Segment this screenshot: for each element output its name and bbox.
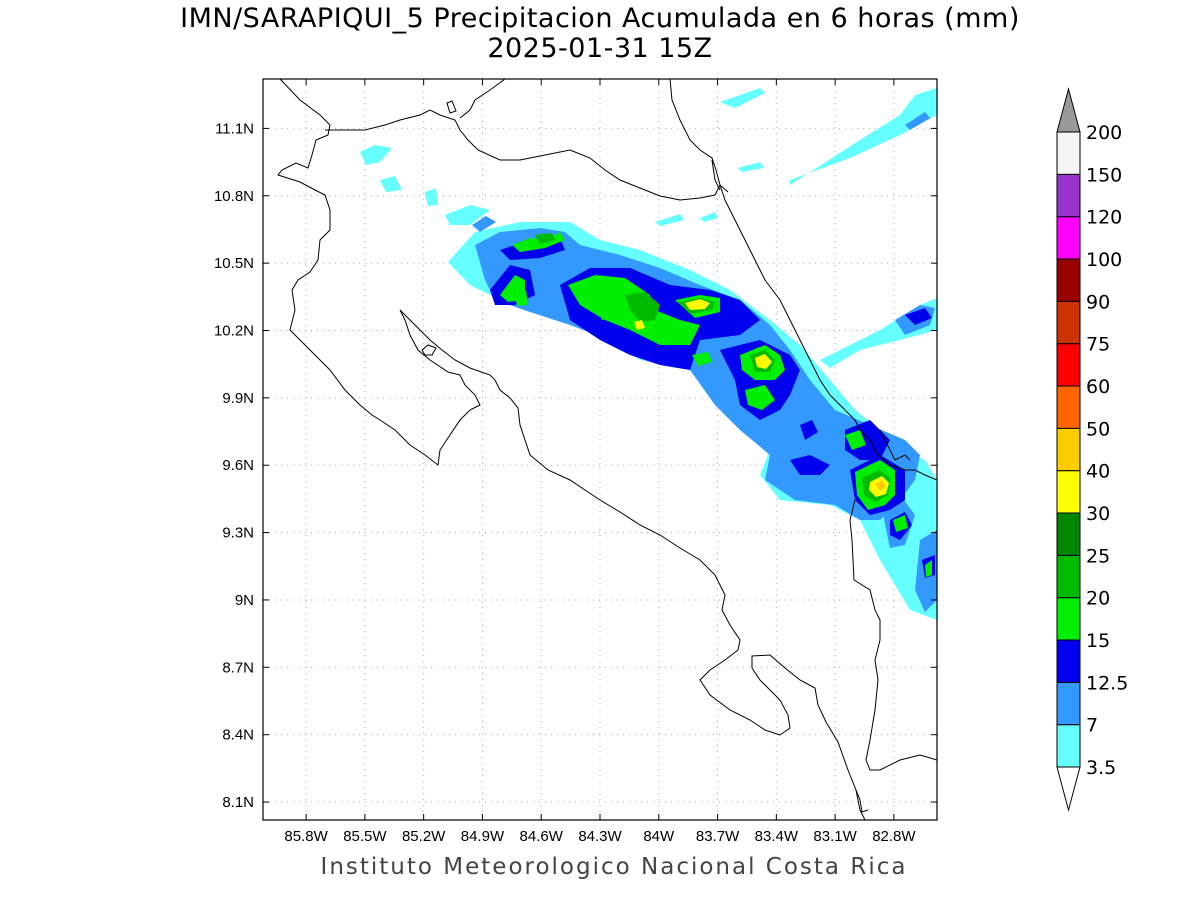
lon-tick-label: 85.8W (284, 828, 328, 845)
lat-tick-label: 9.3N (222, 525, 254, 542)
colorbar-swatch (1056, 385, 1081, 429)
lon-tick-label: 85.2W (402, 828, 446, 845)
colorbar-swatch (1056, 258, 1081, 302)
colorbar-min-arrow (1056, 766, 1081, 812)
colorbar-swatch (1056, 554, 1081, 599)
lat-tick-label: 9N (235, 592, 254, 609)
lat-tick-label: 11.1N (215, 120, 254, 137)
colorbar-label: 50 (1086, 418, 1110, 440)
colorbar-max-arrow (1056, 87, 1081, 133)
colorbar-swatch (1056, 300, 1081, 345)
colorbar-label: 90 (1086, 291, 1110, 313)
colorbar-label: 20 (1086, 588, 1110, 610)
lat-tick-label: 9.6N (222, 457, 254, 474)
colorbar-label: 3.5 (1086, 757, 1116, 779)
lat-tick-label: 10.2N (214, 322, 254, 339)
colorbar-swatch (1056, 131, 1081, 175)
colorbar-label: 12.5 (1086, 672, 1128, 694)
lat-tick-label: 8.1N (222, 794, 254, 811)
lon-tick-label: 84.9W (461, 828, 505, 845)
lat-tick-label: 10.5N (214, 255, 254, 272)
lon-tick-label: 84W (643, 828, 675, 845)
colorbar-swatch (1056, 681, 1081, 726)
lon-axis: 85.8W 85.5W 85.2W 84.9W 84.6W 84.3W 84W 83.7W 83… (284, 79, 916, 845)
colorbar-label: 150 (1086, 164, 1122, 186)
colorbar-swatch (1056, 512, 1081, 556)
lon-tick-label: 82.8W (872, 828, 916, 845)
colorbar-label: 200 (1086, 122, 1122, 144)
colorbar-label: 100 (1086, 249, 1122, 271)
colorbar-swatch (1056, 427, 1081, 472)
map-title: IMN/SARAPIQUI_5 Precipitacion Acumulada … (180, 3, 1020, 34)
lon-tick-label: 83.4W (755, 828, 799, 845)
lat-axis: 8.1N 8.4N 8.7N 9N 9.3N 9.6N 9.9N 10.2N 10.5N 10.8… (214, 120, 937, 811)
map-valid-time: 2025-01-31 15Z (487, 33, 713, 64)
colorbar-label: 40 (1086, 461, 1110, 483)
colorbar-swatch (1056, 173, 1081, 218)
lon-tick-label: 83.1W (813, 828, 857, 845)
lat-tick-label: 8.4N (222, 727, 254, 744)
lon-tick-label: 83.7W (696, 828, 740, 845)
precipitation-field (360, 88, 937, 620)
colorbar-swatch (1056, 343, 1081, 387)
lon-tick-label: 84.6W (520, 828, 564, 845)
colorbar-swatch (1056, 724, 1081, 768)
colorbar-swatch (1056, 639, 1081, 683)
colorbar-label: 15 (1086, 630, 1110, 652)
precip-contour-40 (875, 480, 886, 491)
lon-tick-label: 85.5W (343, 828, 387, 845)
institution-footer: Instituto Meteorologico Nacional Costa R… (320, 854, 908, 880)
coastline (277, 79, 937, 820)
lat-tick-label: 10.8N (214, 188, 254, 205)
colorbar-label: 120 (1086, 207, 1122, 229)
colorbar-label: 30 (1086, 503, 1110, 525)
colorbar-label: 25 (1086, 545, 1110, 567)
colorbar-swatch (1056, 597, 1081, 641)
colorbar-swatch (1056, 470, 1081, 514)
colorbar-label: 60 (1086, 376, 1110, 398)
precip-contour-30 (634, 299, 889, 497)
colorbar-label: 7 (1086, 715, 1098, 737)
colorbar: 3.5 7 12.5 15 20 25 30 40 50 60 75 90 100 120 150 200 (1056, 87, 1128, 812)
lon-tick-label: 84.3W (578, 828, 622, 845)
colorbar-label: 75 (1086, 334, 1110, 356)
lat-tick-label: 9.9N (222, 390, 254, 407)
colorbar-swatch (1056, 216, 1081, 260)
lat-tick-label: 8.7N (222, 659, 254, 676)
